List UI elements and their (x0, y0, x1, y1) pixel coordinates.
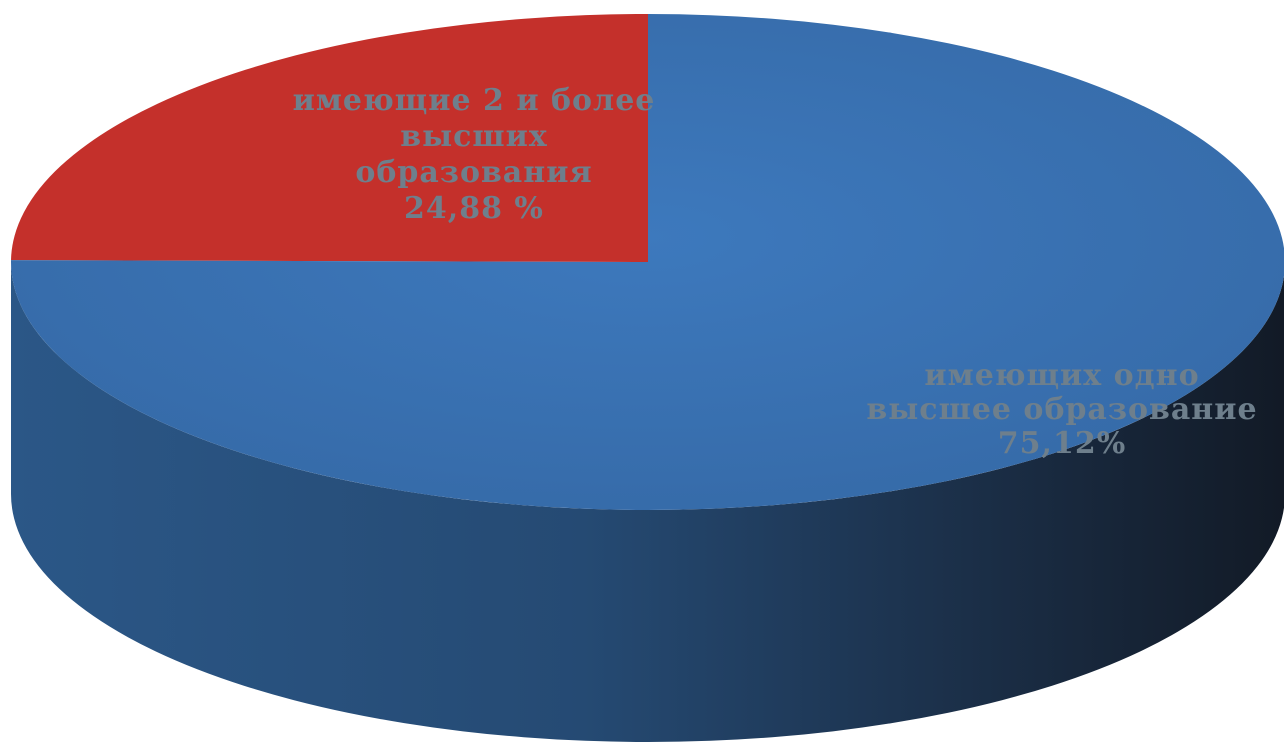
pie-slice-2-label-line: высшее образование (866, 392, 1257, 427)
pie-slice-2-label-line: 75,12% (998, 426, 1126, 461)
pie-slice-2-label-line: имеющих одно (924, 358, 1199, 393)
pie-slice-1-label: имеющие 2 и более высших образования 24,88 … (293, 83, 656, 226)
pie-slice-2 (11, 14, 1284, 510)
pie-side-wall (11, 262, 1284, 742)
pie-slice-1-label-line: имеющие 2 и более (293, 83, 656, 118)
pie-slice-1-label-line: 24,88 % (404, 191, 544, 226)
pie-slice-1 (11, 14, 648, 262)
pie-slice-2-label: имеющих одно высшее образование 75,12% (866, 358, 1257, 461)
pie-slice-1-label-line: высших (400, 119, 548, 154)
pie-slice-1-label-line: образования (355, 155, 592, 190)
